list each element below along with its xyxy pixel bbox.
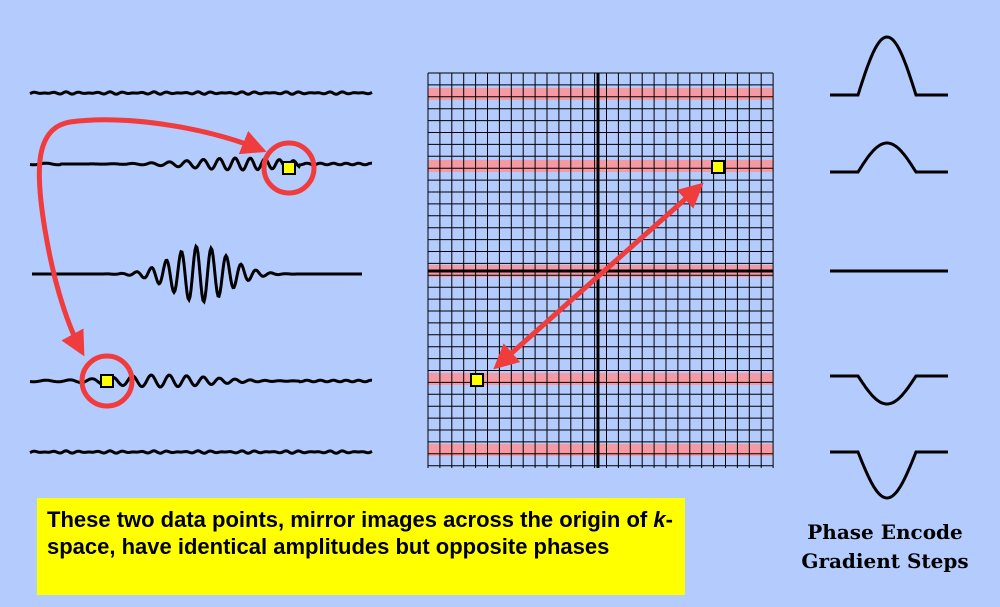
mirror-arrow <box>36 117 267 357</box>
gradient-lobe <box>830 450 948 500</box>
caption-text: -space, have identical amplitudes but op… <box>47 507 673 559</box>
phase-row <box>428 88 773 100</box>
data-point <box>100 374 114 388</box>
mirror-arrow <box>493 182 704 370</box>
gradient-label: Phase Encode Gradient Steps <box>770 518 1000 576</box>
signal-waveforms <box>29 90 373 455</box>
data-point <box>711 160 725 174</box>
waveform <box>29 156 373 172</box>
waveform <box>32 243 362 305</box>
waveform <box>29 373 373 389</box>
label-line: Gradient Steps <box>801 549 969 573</box>
gradient-steps <box>830 35 948 500</box>
waveform <box>29 90 373 96</box>
phase-row <box>428 160 773 172</box>
waveform <box>29 449 373 455</box>
label-line: Phase Encode <box>807 520 963 544</box>
gradient-lobe <box>830 141 948 174</box>
caption-text: k <box>653 507 666 532</box>
phase-row <box>428 444 773 456</box>
caption-text: These two data points, mirror images acr… <box>47 507 654 532</box>
caption-box: These two data points, mirror images acr… <box>37 498 685 595</box>
data-point <box>470 373 484 387</box>
k-space-grid <box>427 72 774 468</box>
gradient-lobe <box>830 374 948 406</box>
data-point <box>282 161 296 175</box>
gradient-lobe <box>830 35 948 97</box>
